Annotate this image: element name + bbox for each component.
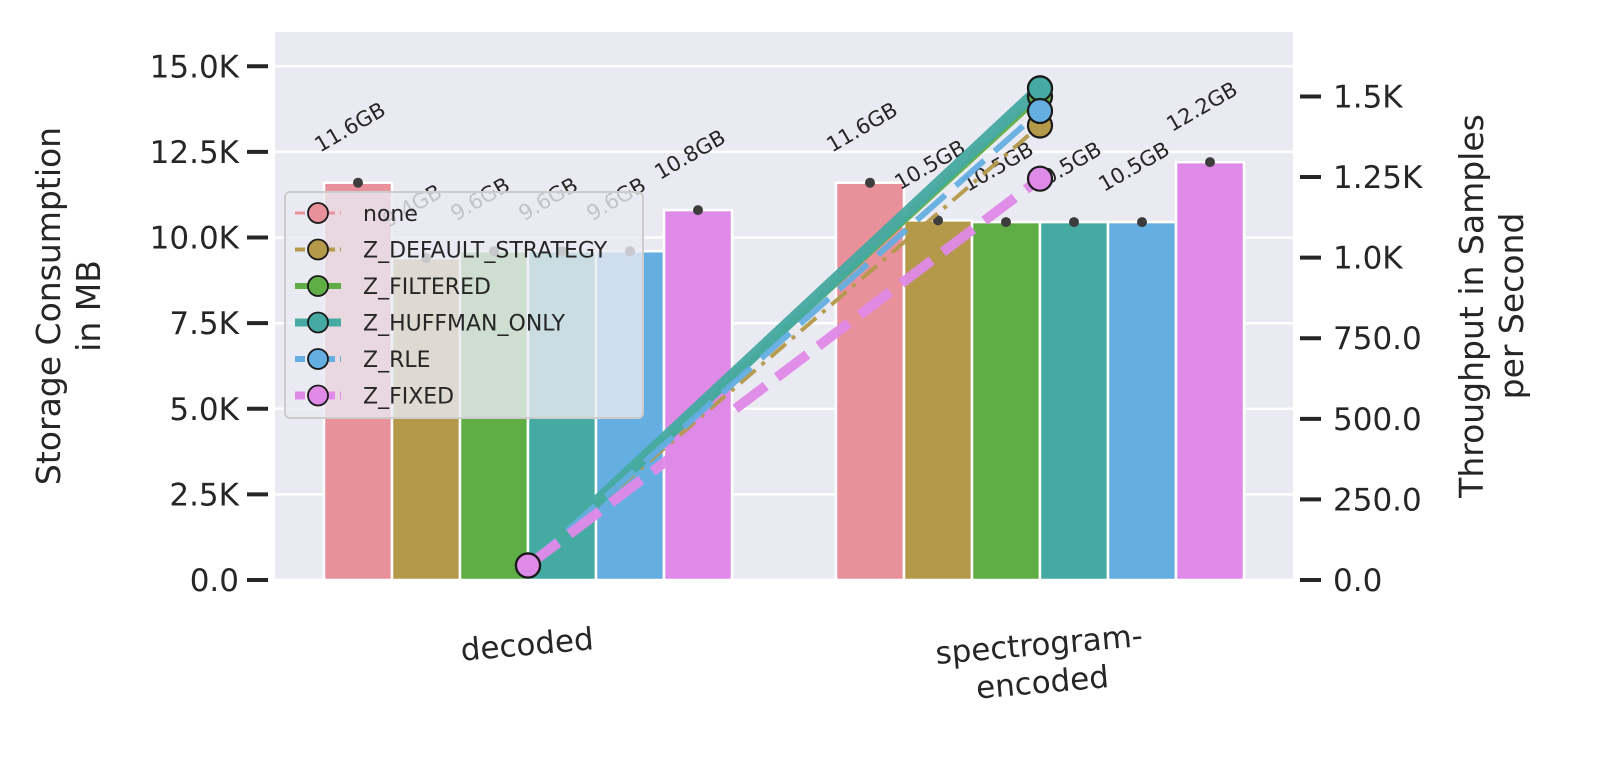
right-tick-label: 1.5K bbox=[1333, 79, 1403, 115]
throughput-markers bbox=[514, 75, 1054, 579]
legend-label: Z_HUFFMAN_ONLY bbox=[363, 312, 566, 337]
throughput-line-z-default-strategy bbox=[526, 123, 1042, 568]
left-tick-label: 10.0K bbox=[150, 221, 240, 257]
bar-z-filtered-1 bbox=[970, 220, 1042, 582]
throughput-lines bbox=[523, 84, 1045, 570]
legend-marker bbox=[307, 202, 329, 224]
legend-label: Z_DEFAULT_STRATEGY bbox=[363, 239, 608, 264]
bar-top-dot bbox=[693, 205, 703, 216]
left-tick-label: 0.0 bbox=[190, 563, 239, 599]
legend-label: Z_FIXED bbox=[363, 385, 454, 410]
bar-z-fixed-0 bbox=[662, 208, 734, 582]
bar-none-1 bbox=[834, 181, 906, 582]
legend-marker bbox=[307, 275, 329, 297]
right-tick-label: 250.0 bbox=[1333, 482, 1422, 518]
left-tick-label: 5.0K bbox=[169, 392, 239, 428]
bar-z-huffman-only-1 bbox=[1038, 220, 1110, 582]
left-tick-label: 12.5K bbox=[150, 135, 240, 171]
throughput-marker-z-fixed bbox=[1026, 165, 1054, 192]
left-axis-title: Storage Consumptionin MB bbox=[29, 127, 108, 485]
left-axis-title-line: in MB bbox=[69, 260, 108, 352]
right-axis-title: Throughput in Samplesper Second bbox=[1452, 114, 1531, 499]
right-tick-label: 500.0 bbox=[1333, 402, 1422, 438]
right-tick-label: 750.0 bbox=[1333, 321, 1422, 357]
bar-top-dot bbox=[1205, 157, 1215, 168]
legend-marker bbox=[307, 311, 329, 334]
throughput-marker-z-huffman-only bbox=[1026, 75, 1054, 102]
bar-z-rle-1 bbox=[1106, 220, 1178, 582]
bar-z-default-strategy-1 bbox=[902, 219, 974, 582]
bar-top-dot bbox=[1137, 217, 1147, 228]
legend-label: none bbox=[363, 202, 418, 227]
left-tick-label: 2.5K bbox=[169, 477, 239, 513]
bar-z-fixed-1 bbox=[1174, 160, 1246, 582]
left-tick-label: 7.5K bbox=[169, 306, 239, 342]
bar-top-dot bbox=[353, 177, 363, 188]
right-axis-title-line: per Second bbox=[1492, 213, 1531, 400]
throughput-marker-z-fixed bbox=[514, 552, 542, 579]
left-axis-title-line: Storage Consumption bbox=[29, 127, 68, 485]
legend-label: Z_RLE bbox=[363, 348, 431, 373]
legend-marker bbox=[307, 384, 329, 407]
legend: none Z_DEFAULT_STRATEGY Z_FILTERED Z_HUFFMA… bbox=[284, 191, 644, 419]
legend-marker bbox=[307, 348, 329, 370]
legend-label: Z_FILTERED bbox=[363, 275, 491, 300]
legend-box bbox=[284, 191, 644, 419]
right-tick-label: 1.0K bbox=[1333, 241, 1403, 277]
right-tick-label: 1.25K bbox=[1333, 160, 1423, 196]
legend-marker bbox=[307, 238, 329, 261]
throughput-marker-z-rle bbox=[1026, 97, 1054, 125]
right-tick-label: 0.0 bbox=[1333, 563, 1382, 599]
bar-top-dot bbox=[1069, 217, 1079, 228]
bar-top-dot bbox=[865, 177, 875, 188]
right-axis-title-line: Throughput in Samples bbox=[1452, 114, 1491, 499]
throughput-line-z-rle bbox=[526, 108, 1042, 568]
left-tick-label: 15.0K bbox=[150, 49, 240, 85]
throughput-line-z-fixed bbox=[524, 174, 1044, 570]
bar-top-dot bbox=[1001, 217, 1011, 228]
